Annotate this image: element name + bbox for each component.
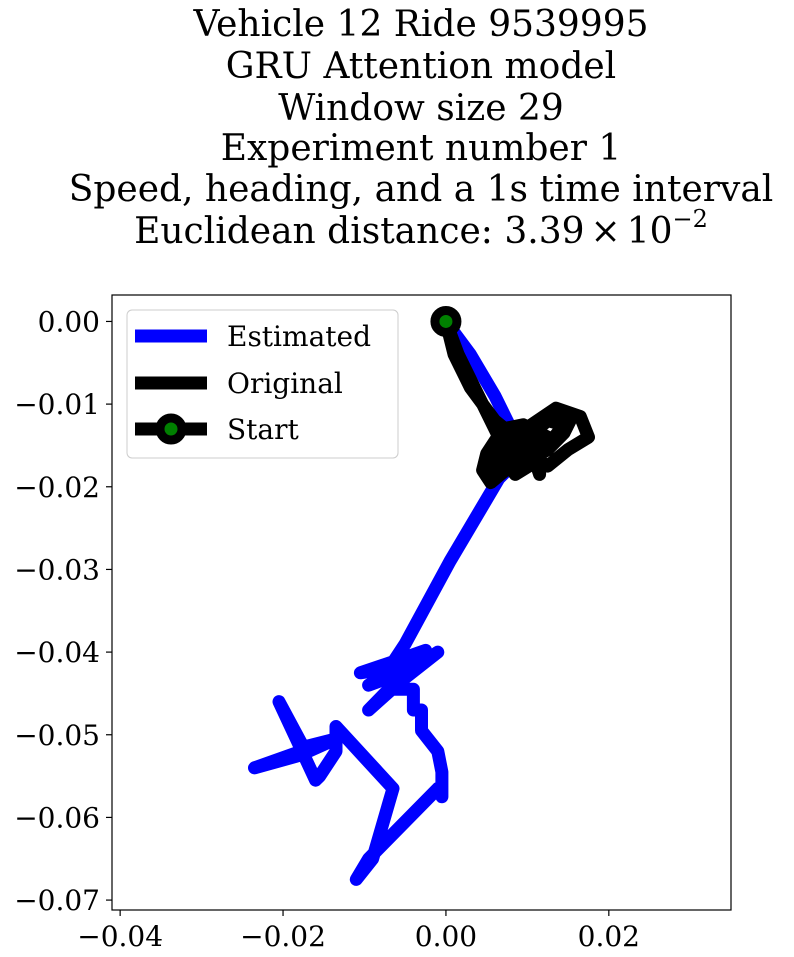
series-line-estimated (248, 317, 530, 886)
x-tick-label: −0.02 (240, 920, 326, 953)
distance-base: 10 (627, 211, 673, 252)
title-line-1: Vehicle 12 Ride 9539995 (192, 4, 648, 45)
y-tick-label: −0.01 (14, 388, 100, 421)
y-tick-label: −0.06 (14, 801, 100, 834)
series-layer (248, 305, 595, 886)
legend-frame (126, 309, 399, 459)
series-line-original (439, 319, 595, 490)
x-axis: −0.04 −0.02 0.00 0.02 (77, 910, 640, 953)
legend-swatch-start-marker (155, 413, 187, 445)
x-tick-label: 0.00 (415, 920, 477, 953)
x-tick-label: 0.02 (578, 920, 640, 953)
legend-label-original: Original (227, 367, 343, 400)
distance-times: × (591, 211, 621, 252)
title-line-5: Speed, heading, and a 1s time interval (69, 169, 774, 210)
start-marker (430, 305, 462, 337)
plot-area-frame (111, 294, 732, 911)
legend-label-start: Start (227, 413, 300, 446)
distance-exponent: −2 (673, 205, 708, 233)
y-tick-label: 0.00 (38, 305, 100, 338)
title-line-4: Experiment number 1 (221, 128, 622, 169)
y-axis: 0.00 −0.01 −0.02 −0.03 −0.04 −0.05 −0.06 −0.07 (14, 305, 112, 917)
chart-title: Vehicle 12 Ride 9539995 GRU Attention mo… (69, 4, 774, 252)
y-tick-label: −0.02 (14, 471, 100, 504)
y-tick-label: −0.07 (14, 884, 100, 917)
title-line-2: GRU Attention model (226, 46, 616, 87)
y-tick-label: −0.05 (14, 719, 100, 752)
legend: Estimated Original Start (126, 309, 399, 459)
title-line-3: Window size 29 (278, 88, 564, 129)
legend-label-estimated: Estimated (227, 320, 371, 353)
x-tick-label: −0.04 (77, 920, 163, 953)
y-tick-label: −0.04 (14, 636, 100, 669)
y-tick-label: −0.03 (14, 553, 100, 586)
distance-prefix: Euclidean distance: (134, 211, 504, 252)
distance-mantissa: 3.39 (504, 211, 584, 252)
title-line-6: Euclidean distance: 3.39 × 10−2 (134, 205, 708, 252)
